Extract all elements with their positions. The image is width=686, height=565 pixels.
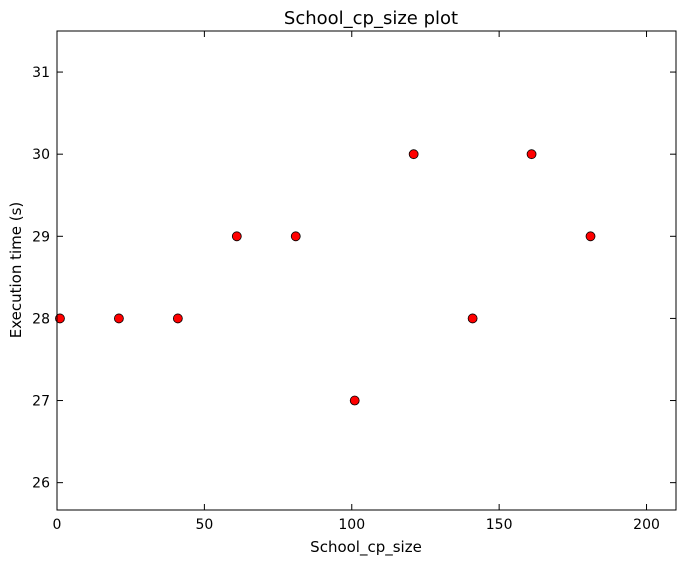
data-point <box>585 231 596 242</box>
chart-title: School_cp_size plot <box>284 8 458 29</box>
y-axis-label: Execution time (s) <box>7 202 25 339</box>
data-point <box>114 313 124 324</box>
y-tick-label: 26 <box>32 476 50 492</box>
ticks-layer: 0 50 100 150 200 26 27 28 29 30 31 <box>32 31 676 533</box>
data-point <box>526 149 537 160</box>
data-point <box>172 313 183 324</box>
y-tick-label: 30 <box>32 147 50 163</box>
y-tick-label: 29 <box>32 229 50 245</box>
x-tick-label: 0 <box>53 517 62 533</box>
data-point <box>290 231 301 242</box>
x-axis-label: School_cp_size <box>310 538 422 557</box>
y-tick-label: 31 <box>32 65 50 81</box>
data-point <box>467 313 478 324</box>
data-point <box>349 395 360 406</box>
x-tick-label: 50 <box>195 517 213 533</box>
points-layer <box>55 149 596 406</box>
data-point <box>408 149 419 160</box>
data-point <box>231 231 242 242</box>
plot-frame <box>56 30 677 511</box>
y-tick-label: 27 <box>32 394 50 410</box>
y-tick-label: 28 <box>32 311 50 327</box>
data-point <box>55 313 65 324</box>
x-tick-label: 100 <box>338 517 365 533</box>
x-tick-label: 200 <box>633 517 660 533</box>
x-tick-label: 150 <box>486 517 513 533</box>
